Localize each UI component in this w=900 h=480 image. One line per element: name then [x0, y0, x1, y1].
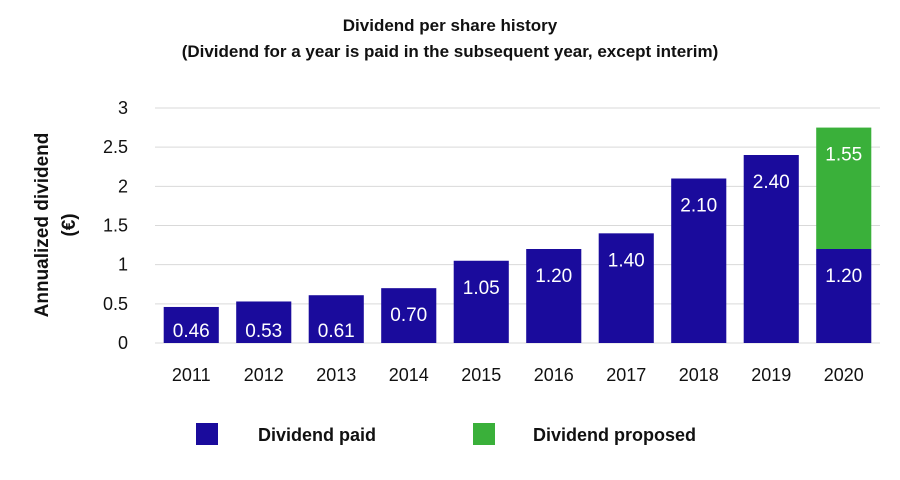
bar-dividend-paid-2012 [236, 301, 292, 343]
x-tick-label: 2018 [679, 365, 719, 385]
bar-value-label: 2.10 [680, 196, 717, 217]
bar-value-label: 0.61 [318, 321, 355, 342]
bar-value-label: 1.20 [535, 266, 572, 287]
y-tick-label: 2.5 [103, 137, 128, 157]
bar-dividend-paid-2014 [381, 288, 437, 343]
x-tick-label: 2015 [461, 365, 501, 385]
bar-dividend-paid-2020 [816, 249, 872, 343]
bar-dividend-paid-2011 [163, 306, 219, 343]
y-tick-label: 2 [118, 176, 128, 196]
x-tick-label: 2012 [244, 365, 284, 385]
y-tick-label: 1 [118, 255, 128, 275]
x-tick-label: 2013 [316, 365, 356, 385]
chart-title: Dividend per share history [343, 16, 558, 35]
bar-dividend-paid-2013 [308, 295, 364, 343]
legend-label-dividend-proposed: Dividend proposed [533, 425, 696, 445]
y-axis-label-line-1: Annualized dividend [32, 133, 53, 318]
x-tick-label: 2019 [751, 365, 791, 385]
legend-label-dividend-paid: Dividend paid [258, 425, 376, 445]
bar-dividend-paid-2018 [671, 178, 727, 343]
bar-value-label: 1.55 [825, 145, 862, 166]
bar-dividend-paid-2017 [598, 233, 654, 343]
y-tick-label: 3 [118, 98, 128, 118]
x-tick-label: 2016 [534, 365, 574, 385]
bar-value-label: 1.40 [608, 250, 645, 271]
chart-subtitle: (Dividend for a year is paid in the subs… [182, 42, 719, 61]
legend-swatch-dividend-paid [196, 423, 218, 445]
legend: Dividend paid Dividend proposed [196, 423, 696, 445]
y-axis-ticks: 0 0.5 1 1.5 2 2.5 3 [103, 98, 128, 353]
x-tick-label: 2020 [824, 365, 864, 385]
bar-value-label: 1.05 [463, 278, 500, 299]
x-tick-label: 2014 [389, 365, 429, 385]
bar-value-label: 2.40 [753, 172, 790, 193]
legend-swatch-dividend-proposed [473, 423, 495, 445]
x-tick-label: 2011 [172, 365, 211, 385]
x-tick-label: 2017 [606, 365, 646, 385]
bar-dividend-paid-2019 [743, 155, 799, 343]
bar-dividend-paid-2016 [526, 249, 582, 343]
bar-dividend-proposed-2020 [816, 127, 872, 249]
bar-value-label: 0.53 [245, 321, 282, 342]
bars: 0.46 0.53 0.61 0.70 1.05 1.20 1.40 2.10 2.40 1.20… [163, 127, 872, 343]
bar-value-label: 0.46 [173, 321, 210, 342]
y-axis-label-line-2: (€) [59, 213, 80, 236]
bar-dividend-paid-2015 [453, 260, 509, 343]
y-tick-label: 1.5 [103, 216, 128, 236]
y-tick-label: 0.5 [103, 294, 128, 314]
y-tick-label: 0 [118, 333, 128, 353]
x-axis-ticks: 2011 2012 2013 2014 2015 2016 2017 2018 2019 2020 [172, 365, 864, 385]
bar-value-label: 1.20 [825, 266, 862, 287]
bar-value-label: 0.70 [390, 305, 427, 326]
